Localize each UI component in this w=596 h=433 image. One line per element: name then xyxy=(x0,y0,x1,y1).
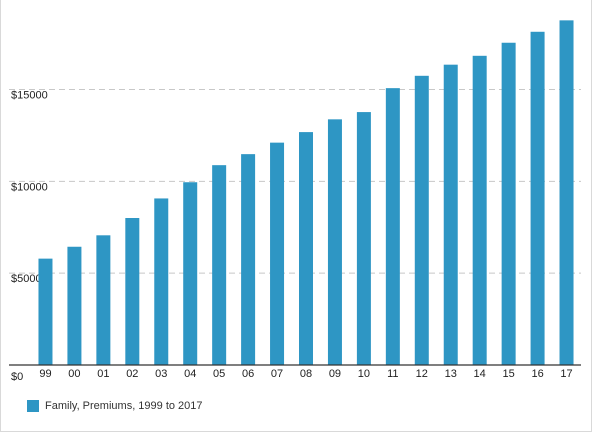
x-tick-label: 15 xyxy=(503,368,515,380)
x-tick-label: 09 xyxy=(329,368,341,380)
legend-label: Family, Premiums, 1999 to 2017 xyxy=(45,400,203,412)
x-tick-label: 07 xyxy=(271,368,283,380)
y-tick-label: $0 xyxy=(11,371,23,383)
x-tick-label: 13 xyxy=(445,368,457,380)
bar xyxy=(212,165,227,365)
x-tick-label: 14 xyxy=(474,368,486,380)
x-tick-label: 11 xyxy=(387,368,398,380)
bar xyxy=(270,142,285,365)
bar xyxy=(559,20,574,365)
x-tick-label: 16 xyxy=(531,368,543,380)
x-tick-label: 03 xyxy=(155,368,167,380)
x-tick-label: 17 xyxy=(560,368,572,380)
bar xyxy=(501,42,516,365)
x-tick-label: 01 xyxy=(97,368,109,380)
x-tick-label: 99 xyxy=(39,368,51,380)
y-tick-label: $5000 xyxy=(11,273,42,285)
bar xyxy=(414,75,429,365)
x-tick-label: 12 xyxy=(416,368,428,380)
bar xyxy=(38,258,53,365)
bar-chart: $0 $5000 $10000 $15000 99 00 01 02 03 04 05 06 07 08 0… xyxy=(9,20,581,383)
x-tick-label: 02 xyxy=(126,368,138,380)
legend-swatch xyxy=(27,400,39,412)
bar xyxy=(154,198,169,365)
bar xyxy=(183,182,198,365)
bar xyxy=(327,119,342,365)
bar xyxy=(96,235,111,365)
x-tick-label: 10 xyxy=(358,368,370,380)
legend: Family, Premiums, 1999 to 2017 xyxy=(27,398,203,414)
bar xyxy=(472,55,487,366)
x-tick-label: 05 xyxy=(213,368,225,380)
bar xyxy=(443,64,458,365)
x-tick-label: 08 xyxy=(300,368,312,380)
bar xyxy=(530,31,545,365)
bar xyxy=(299,132,313,365)
y-tick-label: $10000 xyxy=(11,181,48,193)
x-tick-label: 00 xyxy=(68,368,80,380)
bar xyxy=(385,88,400,365)
x-tick-label: 06 xyxy=(242,368,254,380)
bar xyxy=(241,154,256,365)
x-tick-label: 04 xyxy=(184,368,196,380)
bar xyxy=(125,218,140,365)
bar xyxy=(356,112,371,365)
y-tick-label: $15000 xyxy=(11,89,48,101)
bar xyxy=(67,246,82,365)
